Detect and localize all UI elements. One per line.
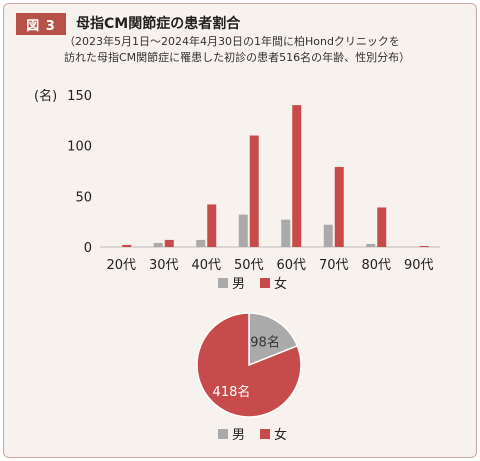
bar-legend-swatch-男: [218, 278, 228, 288]
bar-50代-女: [249, 135, 259, 247]
y-tick-label: 150: [67, 89, 92, 104]
bar-legend-label: 男: [232, 277, 245, 292]
bar-30代-女: [164, 239, 174, 247]
x-tick-label: 70代: [319, 258, 349, 273]
pie-slice-男: [248, 312, 299, 367]
x-tick-label: 50代: [234, 258, 264, 273]
pie-legend-swatch-男: [218, 429, 228, 439]
bar-70代-男: [323, 224, 333, 247]
pie-legend-label: 男: [232, 428, 245, 443]
pie-slice-女: [196, 312, 302, 418]
bar-30代-男: [153, 242, 163, 247]
bar-legend-swatch-女: [260, 278, 270, 288]
bar-50代-男: [238, 214, 248, 247]
bar-80代-男: [366, 243, 376, 247]
bar-60代-男: [281, 219, 291, 247]
y-tick-label: 50: [75, 190, 92, 205]
y-axis-label: (名): [34, 88, 57, 104]
x-tick-label: 40代: [191, 258, 221, 273]
bar-60代-女: [292, 105, 302, 247]
x-tick-label: 60代: [276, 258, 306, 273]
pie-legend-label: 女: [274, 427, 287, 443]
bar-90代-女: [419, 245, 429, 247]
bar-70代-女: [334, 166, 344, 247]
y-tick-label: 0: [84, 241, 92, 256]
pie-label-男: 98名: [250, 334, 280, 350]
x-tick-label: 80代: [361, 258, 391, 273]
pie-label-女: 418名: [213, 384, 251, 400]
x-tick-label: 20代: [106, 258, 136, 273]
bar-20代-女: [122, 244, 132, 247]
figure-subtitle: （2023年5月1日～2024年4月30日の1年間に柏Hondクリニックを 訪れ…: [64, 34, 469, 66]
figure-title: 母指CM関節症の患者割合: [76, 16, 241, 32]
subtitle-line-1: （2023年5月1日～2024年4月30日の1年間に柏Hondクリニックを: [64, 35, 400, 48]
pie-legend-swatch-女: [260, 429, 270, 439]
bar-40代-男: [196, 239, 206, 247]
bar-legend-label: 女: [274, 276, 287, 292]
figure-number-badge: 図 3: [16, 13, 66, 35]
bar-80代-女: [377, 207, 387, 247]
x-tick-label: 90代: [404, 258, 434, 273]
bar-40代-女: [207, 204, 217, 247]
subtitle-line-2: 訪れた母指CM関節症に罹患した初診の患者516名の年齢、性別分布）: [64, 51, 411, 64]
x-tick-label: 30代: [149, 258, 179, 273]
y-tick-label: 100: [67, 140, 92, 155]
